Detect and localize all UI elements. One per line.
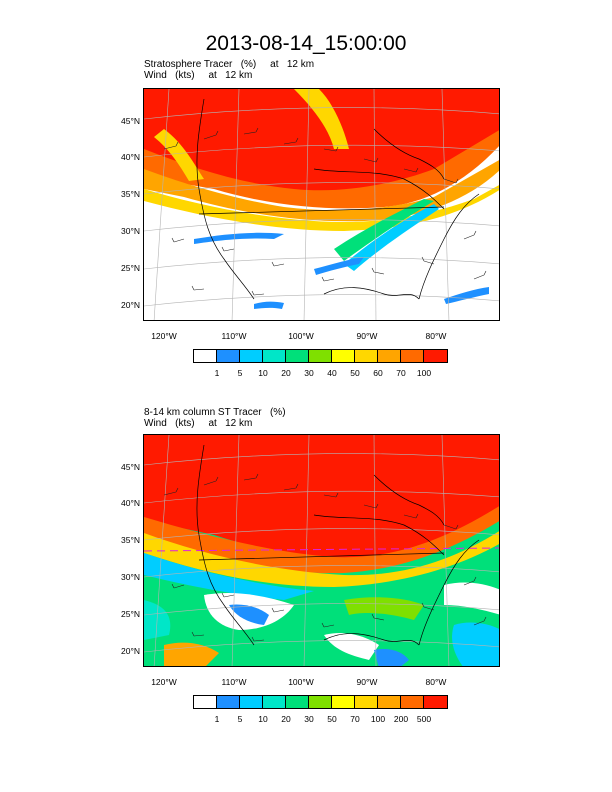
panel2-colorbar <box>193 695 448 709</box>
panel2-colorbar-label: 20 <box>281 714 291 724</box>
colorbar-box <box>401 696 424 708</box>
panel1-lon-label: 110°W <box>221 331 247 341</box>
colorbar-box <box>355 350 378 362</box>
panel2-colorbar-label: 500 <box>416 714 432 724</box>
colorbar-box <box>194 696 217 708</box>
panel2-colorbar-label: 10 <box>258 714 268 724</box>
colorbar-box <box>217 350 240 362</box>
panel1-lon-label: 80°W <box>425 331 447 341</box>
panel2-lon-label: 120°W <box>151 677 177 687</box>
panel1-lat-label: 45°N <box>121 116 140 126</box>
colorbar-box <box>378 696 401 708</box>
panel2-map <box>143 434 500 667</box>
panel1-lon-label: 90°W <box>356 331 378 341</box>
panel2-lat-label: 35°N <box>121 535 140 545</box>
colorbar-box <box>286 350 309 362</box>
panel1-lon-label: 120°W <box>151 331 177 341</box>
colorbar-box <box>217 696 240 708</box>
panel2-lon-label: 100°W <box>288 677 314 687</box>
panel2-colorbar-label: 30 <box>304 714 314 724</box>
panel1-colorbar-label: 40 <box>327 368 337 378</box>
panel1-map <box>143 88 500 321</box>
colorbar-box <box>263 350 286 362</box>
panel2-colorbar-label: 200 <box>393 714 409 724</box>
colorbar-box <box>332 350 355 362</box>
panel1-lat-label: 25°N <box>121 263 140 273</box>
panel2-lat-label: 25°N <box>121 609 140 619</box>
colorbar-box <box>309 696 332 708</box>
panel1-subtitle-2: Wind (kts) at 12 km <box>144 70 253 81</box>
colorbar-box <box>355 696 378 708</box>
colorbar-box <box>378 350 401 362</box>
colorbar-box <box>401 350 424 362</box>
panel1-colorbar-label: 20 <box>281 368 291 378</box>
panel2-subtitle-2: Wind (kts) at 12 km <box>144 418 253 429</box>
panel1-lat-label: 35°N <box>121 189 140 199</box>
panel2-map-svg <box>144 435 499 666</box>
colorbar-box <box>240 696 263 708</box>
colorbar-box <box>424 696 447 708</box>
panel1-map-svg <box>144 89 499 320</box>
panel2-lat-label: 40°N <box>121 498 140 508</box>
panel1-colorbar-label: 60 <box>373 368 383 378</box>
panel1-colorbar-label: 10 <box>258 368 268 378</box>
panel1-subtitle-1: Stratosphere Tracer (%) at 12 km <box>144 59 315 70</box>
panel2-colorbar-label: 100 <box>370 714 386 724</box>
panel2-lat-label: 30°N <box>121 572 140 582</box>
colorbar-box <box>194 350 217 362</box>
panel2-lat-label: 20°N <box>121 646 140 656</box>
colorbar-box <box>424 350 447 362</box>
panel1-colorbar-label: 5 <box>237 368 243 378</box>
panel2-lon-label: 110°W <box>221 677 247 687</box>
panel2-colorbar-label: 70 <box>350 714 360 724</box>
panel1-colorbar <box>193 349 448 363</box>
panel2-lat-label: 45°N <box>121 462 140 472</box>
colorbar-box <box>263 696 286 708</box>
panel1-colorbar-label: 50 <box>350 368 360 378</box>
panel1-colorbar-label: 70 <box>396 368 406 378</box>
panel2-subtitle-1: 8-14 km column ST Tracer (%) <box>144 407 286 418</box>
panel2-colorbar-label: 5 <box>237 714 243 724</box>
panel1-lon-label: 100°W <box>288 331 314 341</box>
panel1-lat-label: 20°N <box>121 300 140 310</box>
panel1-colorbar-label: 100 <box>416 368 432 378</box>
panel1-colorbar-label: 1 <box>214 368 220 378</box>
colorbar-box <box>309 350 332 362</box>
colorbar-box <box>286 696 309 708</box>
panel2-lon-label: 80°W <box>425 677 447 687</box>
panel1-lat-label: 30°N <box>121 226 140 236</box>
plot-title: 2013-08-14_15:00:00 <box>205 32 407 55</box>
colorbar-box <box>332 696 355 708</box>
colorbar-box <box>240 350 263 362</box>
panel1-lat-label: 40°N <box>121 152 140 162</box>
panel2-colorbar-label: 1 <box>214 714 220 724</box>
panel1-colorbar-label: 30 <box>304 368 314 378</box>
panel2-colorbar-label: 50 <box>327 714 337 724</box>
panel2-lon-label: 90°W <box>356 677 378 687</box>
